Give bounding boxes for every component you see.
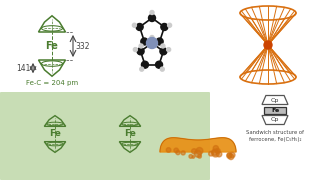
Circle shape	[194, 150, 201, 157]
Circle shape	[161, 44, 165, 48]
Circle shape	[167, 48, 171, 52]
Circle shape	[213, 146, 219, 151]
Circle shape	[176, 150, 180, 155]
Text: Fe: Fe	[49, 129, 61, 138]
Circle shape	[174, 148, 179, 153]
Circle shape	[161, 23, 168, 30]
Text: Fe: Fe	[124, 129, 136, 138]
Circle shape	[147, 37, 157, 48]
Circle shape	[212, 150, 219, 157]
Circle shape	[227, 153, 232, 158]
Circle shape	[216, 151, 222, 157]
Circle shape	[227, 153, 232, 158]
Circle shape	[192, 149, 197, 154]
Circle shape	[212, 149, 218, 155]
Circle shape	[192, 156, 195, 158]
Text: Fe: Fe	[271, 107, 279, 112]
Circle shape	[150, 10, 154, 15]
Text: Fe-C = 204 pm: Fe-C = 204 pm	[26, 80, 78, 86]
Text: Sandwich structure of
ferrocene, Fe(C₅H₅)₂: Sandwich structure of ferrocene, Fe(C₅H₅…	[246, 130, 304, 142]
Circle shape	[189, 155, 193, 158]
Circle shape	[198, 155, 201, 158]
Circle shape	[166, 148, 171, 152]
Circle shape	[156, 61, 163, 68]
Text: 332: 332	[75, 42, 90, 51]
Circle shape	[132, 23, 136, 27]
Circle shape	[136, 23, 143, 30]
Circle shape	[230, 152, 235, 158]
Circle shape	[150, 35, 154, 39]
Text: Fe: Fe	[45, 41, 59, 51]
Text: Cp: Cp	[271, 118, 279, 123]
Circle shape	[139, 44, 143, 48]
Polygon shape	[160, 138, 236, 152]
Circle shape	[133, 48, 137, 52]
Circle shape	[160, 48, 167, 55]
Text: 141: 141	[17, 64, 31, 73]
Polygon shape	[264, 107, 286, 114]
Circle shape	[228, 154, 234, 160]
Circle shape	[196, 147, 203, 154]
FancyBboxPatch shape	[0, 92, 210, 180]
Circle shape	[156, 38, 163, 45]
Circle shape	[209, 151, 213, 156]
Circle shape	[141, 61, 148, 68]
Circle shape	[181, 151, 185, 155]
Circle shape	[141, 38, 148, 45]
Circle shape	[140, 67, 144, 71]
Circle shape	[215, 148, 220, 153]
Circle shape	[168, 23, 172, 27]
Circle shape	[160, 67, 164, 71]
Circle shape	[264, 41, 272, 49]
Text: Cp: Cp	[271, 98, 279, 102]
Circle shape	[137, 48, 144, 55]
Circle shape	[148, 39, 156, 46]
Circle shape	[148, 15, 156, 21]
